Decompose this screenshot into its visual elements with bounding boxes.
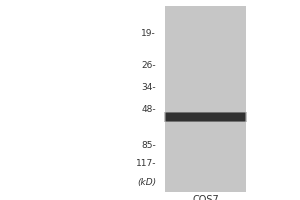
- Text: 85-: 85-: [141, 140, 156, 149]
- Text: COS7: COS7: [192, 195, 219, 200]
- Bar: [164, 112, 247, 122]
- FancyBboxPatch shape: [166, 113, 245, 121]
- Text: (kD): (kD): [137, 178, 156, 186]
- Text: 19-: 19-: [141, 29, 156, 38]
- Text: 26-: 26-: [141, 60, 156, 70]
- Text: 117-: 117-: [136, 160, 156, 168]
- Text: 34-: 34-: [141, 83, 156, 92]
- Text: 48-: 48-: [141, 104, 156, 114]
